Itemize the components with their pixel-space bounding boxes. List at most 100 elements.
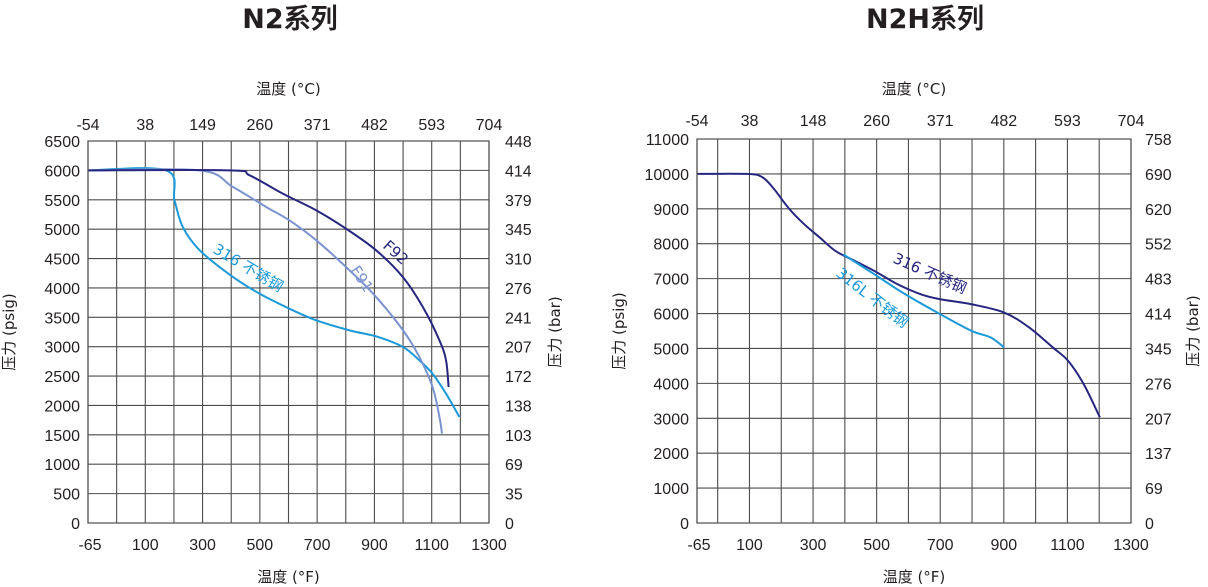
x2-tick-label: 260 (863, 113, 890, 130)
y-tick-label: 6000 (653, 307, 689, 324)
y2-tick-label: 345 (1145, 341, 1172, 358)
y-tick-label: 2500 (44, 369, 80, 386)
x-tick-label: 900 (990, 537, 1017, 554)
plot-frame (696, 138, 1132, 524)
y2-tick-label: 448 (505, 134, 532, 151)
y2-tick-label: 207 (1145, 411, 1172, 428)
chart-title: N2H系列 (866, 4, 984, 35)
x2-axis-title: 温度 (°C) (882, 80, 946, 98)
x-tick-label: 1100 (1050, 537, 1085, 554)
x-tick-label: -65 (78, 537, 101, 554)
y2-tick-label: 276 (1145, 376, 1172, 393)
series-label: F91 (347, 262, 377, 295)
x2-tick-label: -54 (685, 113, 708, 130)
y2-tick-label: 137 (1145, 446, 1172, 463)
x-tick-label: 100 (736, 537, 763, 554)
y-axis-title: 压力 (psig) (610, 292, 628, 370)
y2-tick-label: 241 (505, 310, 532, 327)
y-tick-label: 0 (71, 516, 80, 533)
series-line (842, 253, 1005, 349)
x-tick-label: 700 (927, 537, 954, 554)
y2-tick-label: 207 (505, 340, 532, 357)
y-tick-label: 1000 (44, 457, 80, 474)
y2-tick-label: 345 (505, 222, 532, 239)
y-tick-label: 0 (680, 516, 689, 533)
y-tick-label: 5000 (44, 222, 80, 239)
x2-tick-label: 482 (990, 113, 1017, 130)
x-axis-title: 温度 (°F) (257, 568, 320, 586)
x-tick-label: 700 (304, 537, 331, 554)
y-tick-label: 6500 (44, 134, 80, 151)
y-tick-label: 2000 (44, 398, 80, 415)
y-tick-label: 500 (53, 487, 80, 504)
y2-tick-label: 690 (1145, 167, 1172, 184)
y2-tick-label: 552 (1145, 237, 1172, 254)
plot-frame (87, 140, 490, 524)
y2-axis-title: 压力 (bar) (1184, 295, 1202, 366)
y-axis-title: 压力 (psig) (0, 293, 18, 371)
x-tick-label: 1300 (1113, 537, 1149, 554)
y2-tick-label: 758 (1145, 132, 1172, 149)
y-tick-label: 4500 (44, 252, 80, 269)
y-tick-label: 5000 (653, 341, 689, 358)
series-line (87, 167, 461, 418)
x2-tick-label: 593 (1054, 113, 1081, 130)
y-tick-label: 3500 (44, 310, 80, 327)
series-label: F92 (379, 237, 412, 269)
y-tick-label: 4000 (44, 281, 80, 298)
y-tick-label: 11000 (646, 132, 689, 149)
series-label: 316 不锈钢 (890, 249, 969, 297)
y2-tick-label: 483 (1145, 272, 1172, 289)
y-tick-label: 3000 (653, 411, 689, 428)
x2-tick-label: 371 (927, 113, 954, 130)
y-tick-label: 10000 (645, 167, 690, 184)
y-tick-label: 7000 (653, 272, 689, 289)
y2-tick-label: 103 (505, 428, 532, 445)
x2-tick-label: 482 (361, 117, 388, 134)
series-line (696, 172, 1101, 418)
x-tick-label: 100 (132, 537, 159, 554)
x-tick-label: 900 (361, 537, 388, 554)
chart-title: N2系列 (242, 4, 337, 35)
y2-tick-label: 414 (505, 163, 532, 180)
y2-tick-label: 310 (505, 252, 532, 269)
series-line (87, 169, 450, 388)
y-tick-label: 5500 (44, 193, 80, 210)
y-tick-label: 9000 (653, 202, 689, 219)
y2-tick-label: 138 (505, 398, 532, 415)
y2-tick-label: 35 (505, 487, 523, 504)
y-tick-label: 6000 (44, 163, 80, 180)
y2-tick-label: 379 (505, 193, 532, 210)
y2-tick-label: 69 (1145, 481, 1163, 498)
x2-tick-label: 38 (741, 113, 759, 130)
x-tick-label: 300 (189, 537, 216, 554)
y2-tick-label: 276 (505, 281, 532, 298)
x-tick-label: 1100 (415, 537, 450, 554)
chart-2: N2H系列 0 0 1000 69 2000 137 3000 207 4000 276 5000 34… (610, 4, 1202, 586)
x2-tick-label: -54 (76, 117, 99, 134)
x2-tick-label: 704 (476, 117, 503, 134)
y2-tick-label: 620 (1145, 202, 1172, 219)
y-tick-label: 1500 (44, 428, 80, 445)
y-tick-label: 8000 (653, 237, 689, 254)
x2-tick-label: 371 (304, 117, 331, 134)
x-tick-label: -65 (687, 537, 710, 554)
x-tick-label: 500 (247, 537, 274, 554)
y2-tick-label: 0 (1145, 516, 1154, 533)
x-axis-title: 温度 (°F) (883, 568, 946, 586)
chart-1: N2系列 0 0 500 35 1000 69 1500 103 2000 138 2500 172 30… (0, 4, 564, 586)
x2-tick-label: 260 (247, 117, 274, 134)
x2-tick-label: 149 (189, 117, 216, 134)
y-tick-label: 3000 (44, 340, 80, 357)
y2-axis-title: 压力 (bar) (546, 296, 564, 367)
y2-tick-label: 172 (505, 369, 532, 386)
x-tick-label: 500 (863, 537, 890, 554)
series-line (87, 168, 444, 434)
y2-tick-label: 414 (1145, 307, 1172, 324)
x2-tick-label: 704 (1118, 113, 1145, 130)
x-tick-label: 1300 (471, 537, 507, 554)
x-tick-label: 300 (800, 537, 827, 554)
y-tick-label: 4000 (653, 376, 689, 393)
y-tick-label: 2000 (653, 446, 689, 463)
